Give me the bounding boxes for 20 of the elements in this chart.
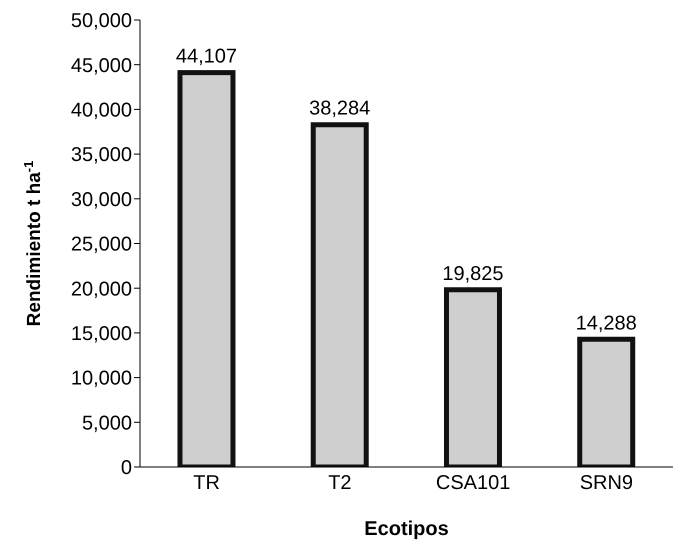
x-tick-label: T2 [328, 472, 352, 494]
y-tick-label: 15,000 [70, 323, 132, 345]
x-axis-title: Ecotipos [364, 518, 449, 540]
y-tick-label: 20,000 [70, 278, 132, 300]
y-tick-label: 10,000 [70, 368, 132, 390]
y-tick-label: 35,000 [70, 144, 132, 166]
y-tick-label: 50,000 [70, 10, 132, 32]
x-tick-label: CSA101 [436, 472, 510, 494]
y-tick-label: 45,000 [70, 54, 132, 77]
y-tick-label: 40,000 [70, 100, 132, 122]
data-label: 44,107 [176, 46, 238, 68]
x-tick-label: TR [193, 472, 220, 494]
data-label: 38,284 [309, 98, 370, 120]
y-tick-label: 0 [120, 457, 132, 480]
y-tick-label: 5,000 [82, 412, 132, 434]
y-tick-label: 25,000 [70, 234, 132, 256]
y-tick-label: 30,000 [70, 188, 132, 211]
data-label: 14,288 [576, 312, 637, 334]
data-label: 19,825 [442, 262, 504, 285]
x-tick-label: SRN9 [580, 472, 634, 494]
